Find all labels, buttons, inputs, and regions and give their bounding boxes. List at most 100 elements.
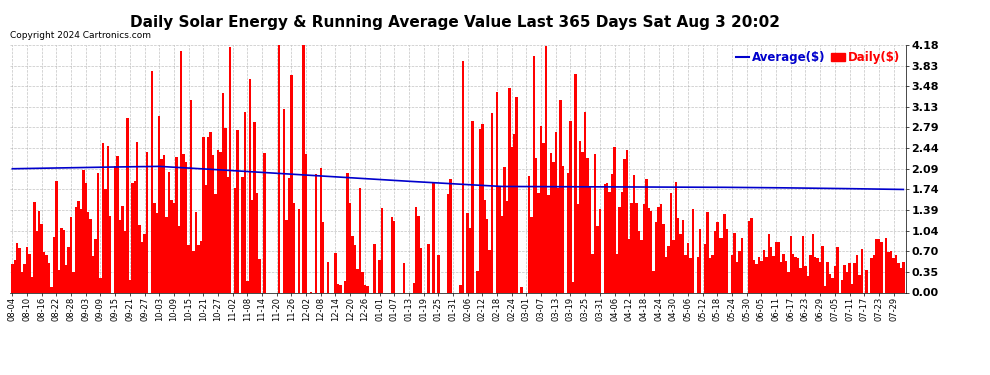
Bar bbox=[616, 254, 618, 292]
Bar bbox=[549, 153, 552, 292]
Bar bbox=[748, 221, 750, 292]
Bar bbox=[55, 181, 57, 292]
Bar bbox=[865, 270, 868, 292]
Bar bbox=[165, 217, 167, 292]
Bar bbox=[711, 255, 714, 292]
Bar bbox=[461, 61, 464, 292]
Bar bbox=[902, 262, 905, 292]
Bar bbox=[802, 236, 804, 292]
Bar bbox=[31, 277, 33, 292]
Bar bbox=[290, 75, 293, 292]
Bar bbox=[466, 213, 469, 292]
Bar bbox=[775, 242, 777, 292]
Bar bbox=[84, 183, 87, 292]
Bar bbox=[227, 177, 229, 292]
Bar bbox=[99, 278, 102, 292]
Bar bbox=[724, 214, 726, 292]
Bar bbox=[832, 278, 834, 292]
Bar bbox=[501, 216, 503, 292]
Bar bbox=[569, 121, 571, 292]
Bar bbox=[248, 79, 251, 292]
Bar bbox=[418, 216, 420, 292]
Bar bbox=[554, 132, 557, 292]
Bar bbox=[36, 231, 38, 292]
Bar bbox=[185, 162, 187, 292]
Bar bbox=[144, 234, 146, 292]
Bar bbox=[481, 124, 483, 292]
Bar bbox=[393, 221, 395, 292]
Bar bbox=[278, 45, 280, 292]
Bar bbox=[38, 211, 41, 292]
Text: Copyright 2024 Cartronics.com: Copyright 2024 Cartronics.com bbox=[10, 31, 150, 40]
Bar bbox=[655, 222, 657, 292]
Bar bbox=[26, 246, 29, 292]
Bar bbox=[92, 256, 94, 292]
Bar bbox=[146, 152, 148, 292]
Bar bbox=[251, 200, 253, 292]
Bar bbox=[853, 263, 855, 292]
Bar bbox=[822, 246, 824, 292]
Bar bbox=[202, 137, 205, 292]
Bar bbox=[845, 272, 848, 292]
Bar bbox=[633, 175, 636, 292]
Bar bbox=[809, 255, 812, 292]
Bar bbox=[50, 286, 52, 292]
Bar bbox=[855, 255, 858, 292]
Bar bbox=[777, 242, 780, 292]
Bar bbox=[488, 250, 491, 292]
Bar bbox=[540, 126, 543, 292]
Bar bbox=[692, 210, 694, 292]
Bar bbox=[415, 207, 418, 292]
Bar bbox=[155, 213, 158, 292]
Bar bbox=[305, 154, 307, 292]
Bar bbox=[320, 168, 322, 292]
Bar bbox=[247, 280, 248, 292]
Bar bbox=[224, 128, 227, 292]
Bar bbox=[104, 189, 107, 292]
Bar bbox=[804, 266, 807, 292]
Bar bbox=[535, 158, 538, 292]
Bar bbox=[212, 155, 214, 292]
Bar bbox=[302, 45, 305, 292]
Bar bbox=[253, 122, 256, 292]
Bar bbox=[67, 247, 70, 292]
Bar bbox=[659, 204, 662, 292]
Bar bbox=[887, 252, 890, 292]
Bar bbox=[506, 201, 508, 292]
Bar bbox=[858, 275, 860, 292]
Bar bbox=[837, 247, 839, 292]
Bar bbox=[848, 263, 850, 292]
Bar bbox=[373, 243, 376, 292]
Bar bbox=[288, 178, 290, 292]
Bar bbox=[741, 238, 743, 292]
Bar bbox=[890, 251, 892, 292]
Bar bbox=[870, 258, 873, 292]
Bar bbox=[172, 203, 175, 292]
Bar bbox=[197, 244, 200, 292]
Bar bbox=[486, 219, 488, 292]
Bar bbox=[611, 174, 614, 292]
Bar bbox=[647, 208, 650, 292]
Text: Daily Solar Energy & Running Average Value Last 365 Days Sat Aug 3 20:02: Daily Solar Energy & Running Average Val… bbox=[131, 15, 780, 30]
Bar bbox=[674, 182, 677, 292]
Bar bbox=[48, 264, 50, 292]
Bar bbox=[897, 262, 900, 292]
Bar bbox=[814, 256, 817, 292]
Bar bbox=[361, 272, 363, 292]
Bar bbox=[131, 183, 134, 292]
Bar bbox=[29, 254, 31, 292]
Bar bbox=[792, 254, 794, 292]
Bar bbox=[353, 245, 356, 292]
Bar bbox=[873, 255, 875, 292]
Bar bbox=[679, 234, 682, 292]
Bar bbox=[337, 284, 340, 292]
Bar bbox=[82, 170, 84, 292]
Bar bbox=[508, 88, 511, 292]
Bar bbox=[892, 258, 895, 292]
Bar bbox=[46, 255, 48, 292]
Bar bbox=[516, 97, 518, 292]
Bar bbox=[750, 218, 752, 292]
Bar bbox=[571, 282, 574, 292]
Bar bbox=[591, 254, 594, 292]
Bar bbox=[687, 243, 689, 292]
